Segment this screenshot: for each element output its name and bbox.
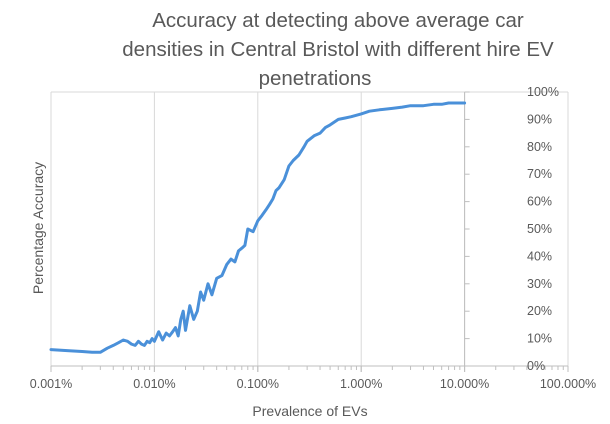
x-tick-label: 100.000% bbox=[540, 377, 596, 391]
y-tick-label: 70% bbox=[527, 167, 552, 181]
x-tick-label: 0.100% bbox=[237, 377, 279, 391]
y-tick-label: 80% bbox=[527, 140, 552, 154]
y-tick-label: 0% bbox=[527, 359, 545, 373]
y-tick-label: 30% bbox=[527, 277, 552, 291]
x-tick-label: 0.001% bbox=[30, 377, 72, 391]
y-tick-label: 10% bbox=[527, 332, 552, 346]
y-tick-labels: 0% 10% 20% 30% 40% 50% 60% 70% 80% 90% 100% bbox=[527, 85, 559, 373]
x-axis-label: Prevalence of EVs bbox=[252, 403, 367, 419]
y-tick-label: 100% bbox=[527, 85, 559, 99]
y-axis-label: Percentage Accuracy bbox=[30, 162, 46, 294]
y-tick-label: 40% bbox=[527, 249, 552, 263]
chart-title-line-3: penetrations bbox=[259, 67, 372, 90]
y-tick-label: 50% bbox=[527, 222, 552, 236]
series-line bbox=[49, 101, 467, 354]
x-tick-label: 0.010% bbox=[133, 377, 175, 391]
gridlines bbox=[50, 91, 569, 366]
chart-title-line-2: densities in Central Bristol with differ… bbox=[122, 38, 554, 61]
series-layer bbox=[49, 101, 467, 354]
y-tick-label: 90% bbox=[527, 112, 552, 126]
y-tick-label: 60% bbox=[527, 195, 552, 209]
y-tick-label: 20% bbox=[527, 304, 552, 318]
x-tick-label: 10.000% bbox=[440, 377, 489, 391]
chart-title-line-1: Accuracy at detecting above average car bbox=[152, 9, 524, 32]
x-tick-label: 1.000% bbox=[340, 377, 382, 391]
x-tick-labels: 0.001% 0.010% 0.100% 1.000% 10.000% 100.000% bbox=[30, 377, 596, 391]
axes bbox=[50, 91, 569, 372]
